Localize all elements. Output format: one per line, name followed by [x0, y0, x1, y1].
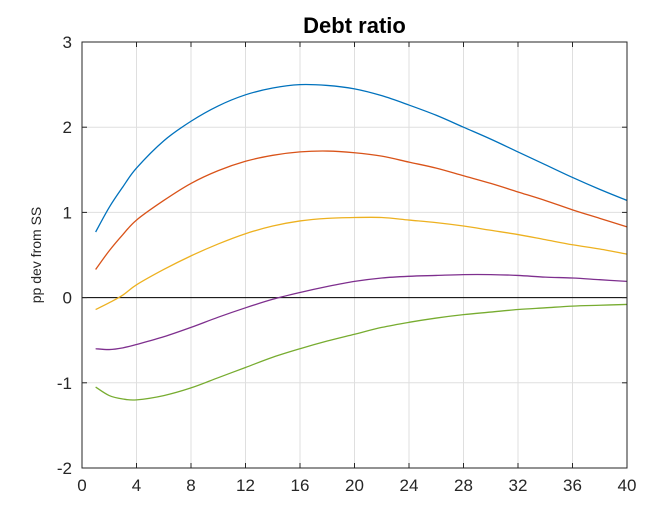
series-line-1 — [95, 83, 628, 233]
series-line-5 — [95, 303, 628, 401]
x-tick-label: 12 — [236, 476, 255, 495]
x-tick-label: 36 — [563, 476, 582, 495]
series-line-2 — [95, 150, 628, 270]
x-tick-label: 24 — [400, 476, 419, 495]
y-tick-label: 3 — [63, 33, 72, 52]
x-tick-label: 32 — [509, 476, 528, 495]
chart-title: Debt ratio — [303, 13, 406, 38]
y-tick-label: -1 — [57, 374, 72, 393]
series-line-4 — [95, 273, 628, 351]
axis-ticks — [81, 41, 628, 469]
x-tick-label: 0 — [77, 476, 86, 495]
y-tick-label: 0 — [63, 289, 72, 308]
x-tick-label: 4 — [132, 476, 141, 495]
series-lines — [95, 83, 628, 401]
series-line-3 — [95, 216, 628, 311]
x-tick-label: 28 — [454, 476, 473, 495]
x-tick-label: 16 — [291, 476, 310, 495]
y-tick-label: -2 — [57, 459, 72, 478]
y-tick-label: 2 — [63, 118, 72, 137]
y-tick-label: 1 — [63, 203, 72, 222]
x-tick-label: 8 — [186, 476, 195, 495]
x-tick-label: 40 — [618, 476, 637, 495]
x-tick-label: 20 — [345, 476, 364, 495]
y-axis-label: pp dev from SS — [28, 207, 44, 304]
